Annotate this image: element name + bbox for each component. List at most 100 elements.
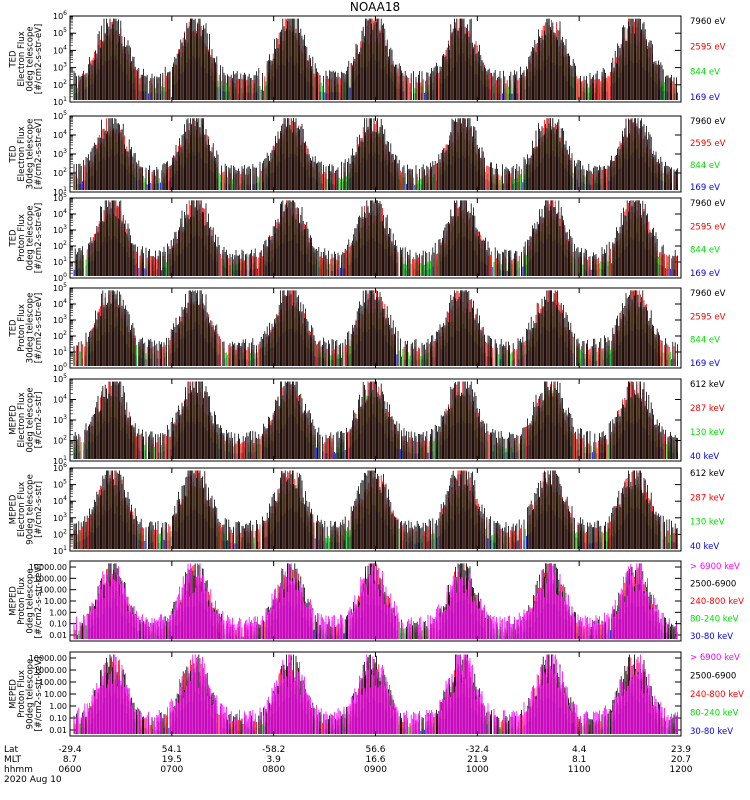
series-black [74,200,678,276]
y-tick-label: 105 [53,110,67,121]
footer-row-label: Lat [4,745,19,755]
footer-value: 54.1 [162,745,182,755]
y-tick-label: 10.00 [44,690,67,699]
y-tick-label: 104 [53,208,67,219]
y-tick-label: 1.00 [49,608,67,617]
y-tick-label: 104 [53,495,67,506]
y-axis-label-line: Electron Flux [17,392,27,447]
y-tick-label: 102 [53,435,67,446]
y-tick-label: 101 [53,455,67,466]
y-tick-label: 104 [53,298,67,309]
y-tick-label: 105 [53,479,67,490]
y-axis-label-line: [#/cm2-s-str-eV] [34,293,44,363]
y-axis-label-line: Proton Flux [17,670,27,718]
y-tick-label: 105 [53,192,67,203]
footer-value: -32.4 [466,745,490,755]
footer-value: 21.9 [467,755,487,765]
y-tick-label: 100.00 [39,678,67,687]
footer-value: 1100 [568,765,591,775]
footer-value: 0800 [262,765,285,775]
y-axis-label-line: Proton Flux [17,214,27,262]
legend-entry: 287 keV [690,404,725,414]
footer-row-label: MLT [4,755,22,765]
y-axis-label-line: 90deg telescope [25,659,35,730]
panel-meped-p-90: 0.010.101.0010.00100.001000.0010000.00ME… [8,651,744,737]
legend-entry: 287 keV [690,493,725,503]
legend-entry: 240-800 keV [690,597,744,607]
footer-value: 56.6 [365,745,385,755]
series-green [73,480,678,549]
y-axis-label-line: [#/cm2-s-str-eV] [34,203,44,273]
series-blue [73,503,678,549]
y-tick-label: 102 [53,240,67,251]
footer-value: 20.7 [671,755,691,765]
legend-entry: 240-800 keV [690,690,744,700]
legend-entry: 169 eV [690,93,720,103]
footer-value: 3.9 [267,755,282,765]
y-tick-label: 101 [53,96,67,107]
y-tick-label: 1.00 [49,702,67,711]
series-magenta [73,654,678,734]
legend-entry: > 6900 keV [690,653,740,663]
y-tick-label: 101 [53,346,67,357]
y-axis-label-line: Electron Flux [17,482,27,537]
y-axis-label-line: MEPED [8,586,18,616]
footer-row-label: hhmm [4,765,33,775]
series-blue [73,232,678,276]
y-tick-label: 102 [53,330,67,341]
legend-entry: 844 eV [690,161,720,171]
y-axis-label-line: [#/cm2-s-str-eV] [34,119,44,189]
y-tick-label: 103 [53,314,67,325]
y-tick-label: 102 [53,79,67,90]
y-axis-label-line: TED [8,145,18,164]
y-tick-label: 100 [53,362,67,373]
y-tick-label: 1000.00 [34,574,67,583]
y-axis-label-line: TED [8,229,18,248]
y-tick-label: 101 [53,256,67,267]
y-axis-label-line: MEPED [8,679,18,709]
y-tick-label: 0.10 [49,620,67,629]
y-tick-label: 106 [53,10,67,21]
footer-value: 0600 [59,765,82,775]
y-tick-label: 106 [53,462,67,473]
legend-entry: 844 eV [690,246,720,256]
series-black [73,654,678,734]
legend-entry: 7960 eV [690,199,726,209]
footer-value: 16.6 [365,755,385,765]
y-tick-label: 103 [53,224,67,235]
legend-entry: 80-240 keV [690,709,739,719]
y-tick-label: 100 [53,272,67,283]
footer-value: 1000 [466,765,489,775]
series-black [73,18,677,100]
footer-value: 8.7 [63,755,77,765]
legend-entry: 30-80 keV [690,727,733,737]
legend-entry: 2595 eV [690,139,726,149]
y-axis-label-line: 0deg telescope [25,387,35,452]
y-tick-label: 10.00 [44,597,67,606]
series-green [73,126,678,190]
y-tick-label: 102 [53,528,67,539]
y-tick-label: 103 [53,148,67,159]
y-tick-label: 105 [53,282,67,293]
legend-entry: 7960 eV [690,289,726,299]
legend-entry: 130 keV [690,518,725,528]
footer-value: 0900 [364,765,387,775]
y-tick-label: 104 [53,129,67,140]
legend-entry: > 6900 keV [690,562,740,572]
y-axis-label-line: 90deg telescope [25,474,35,545]
footer-value: 4.4 [572,745,587,755]
y-axis-label-line: Electron Flux [17,126,27,181]
series-black [73,381,678,459]
y-tick-label: 105 [53,373,67,384]
series-black [73,118,678,190]
